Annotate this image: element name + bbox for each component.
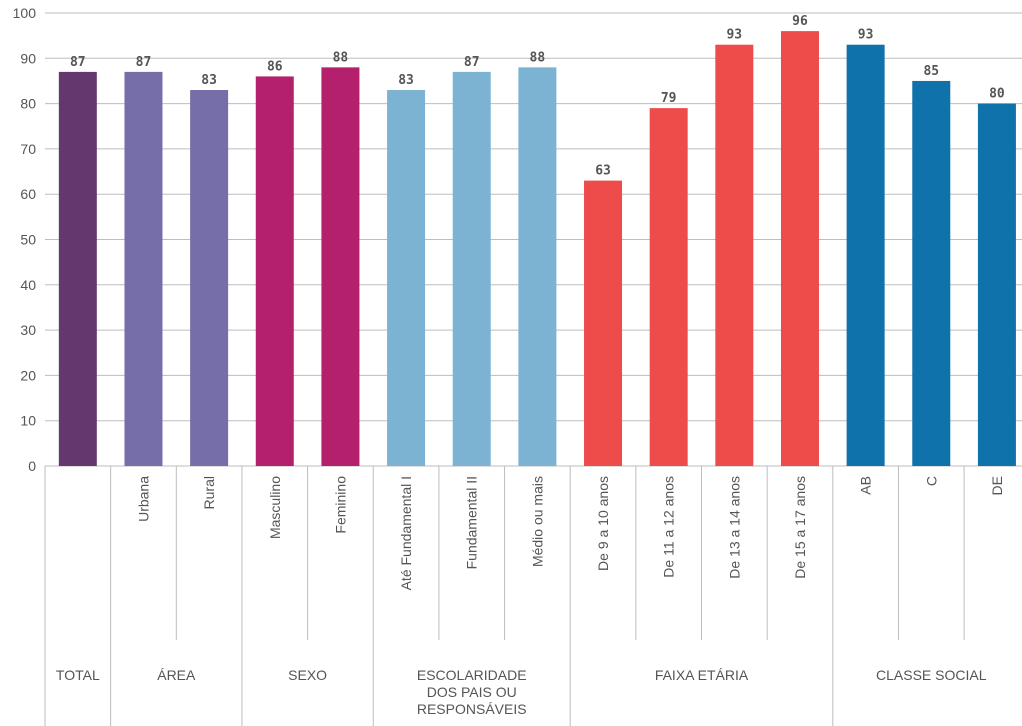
y-tick-label: 40 (20, 277, 36, 293)
label-layer: 0 10 20 30 40 50 60 70 80 90 100 87 TOTAL 87 Urbana 83 R… (13, 5, 1005, 717)
data-label: 96 (792, 14, 808, 29)
category-label: Masculino (267, 476, 283, 539)
data-label: 63 (595, 164, 611, 179)
data-label: 87 (70, 55, 86, 70)
bar (780, 31, 819, 467)
axis-layer (44, 466, 965, 726)
data-label: 88 (333, 50, 349, 65)
y-tick-label: 70 (20, 141, 36, 157)
bar (584, 180, 623, 467)
category-label: De 11 a 12 anos (661, 476, 677, 578)
bar (846, 44, 885, 467)
category-label: Feminino (332, 476, 348, 534)
group-label-line: SEXO (288, 667, 327, 683)
bar (255, 76, 294, 467)
bar (715, 44, 754, 467)
category-label: Rural (201, 476, 217, 509)
group-label-line: FAIXA ETÁRIA (655, 667, 749, 683)
data-label: 93 (858, 28, 874, 43)
category-label: Médio ou mais (529, 476, 545, 567)
category-label: DE (989, 476, 1005, 495)
category-label: De 9 a 10 anos (595, 476, 611, 571)
group-label-line: ESCOLARIDADE (417, 667, 527, 683)
group-label: ESCOLARIDADE DOS PAIS OU RESPONSÁVEIS (417, 667, 527, 717)
bar (977, 103, 1016, 466)
category-label: Até Fundamental I (398, 476, 414, 590)
bar (912, 80, 951, 466)
y-tick-label: 60 (20, 186, 36, 202)
data-label: 79 (661, 91, 677, 106)
y-tick-label: 20 (20, 367, 36, 383)
y-tick-label: 50 (20, 232, 36, 248)
group-label-line: CLASSE SOCIAL (876, 667, 987, 683)
category-label: Fundamental II (464, 476, 480, 569)
bar-layer (58, 31, 1016, 467)
group-label-line: RESPONSÁVEIS (417, 701, 527, 717)
bar (649, 108, 688, 466)
group-label: ÁREA (157, 667, 196, 683)
group-label-line: DOS PAIS OU (427, 684, 517, 700)
group-label: FAIXA ETÁRIA (655, 667, 749, 683)
category-label: De 13 a 14 anos (726, 476, 742, 579)
data-label: 87 (464, 55, 480, 70)
group-label-line: TOTAL (56, 667, 100, 683)
category-label: De 15 a 17 anos (792, 476, 808, 579)
bar (190, 90, 229, 466)
bar (518, 67, 557, 467)
y-tick-label: 0 (28, 458, 36, 474)
bar (58, 71, 97, 466)
y-tick-label: 90 (20, 50, 36, 66)
group-label: TOTAL (56, 667, 100, 683)
group-label-line: ÁREA (157, 667, 196, 683)
data-label: 83 (398, 73, 414, 88)
group-label: CLASSE SOCIAL (876, 667, 987, 683)
y-tick-label: 30 (20, 322, 36, 338)
data-label: 86 (267, 59, 283, 74)
data-label: 87 (136, 55, 152, 70)
data-label: 83 (201, 73, 217, 88)
y-tick-label: 80 (20, 96, 36, 112)
category-label: C (923, 476, 939, 486)
y-tick-label: 10 (20, 413, 36, 429)
bar (452, 71, 491, 466)
data-label: 93 (726, 28, 742, 43)
bar (387, 90, 426, 466)
data-label: 88 (530, 50, 546, 65)
y-tick-label: 100 (13, 5, 37, 21)
data-label: 80 (989, 87, 1005, 102)
category-label: Urbana (135, 476, 151, 522)
bar (321, 67, 360, 467)
group-label: SEXO (288, 667, 327, 683)
category-label: AB (858, 476, 874, 495)
data-label: 85 (923, 64, 939, 79)
bar (124, 71, 163, 466)
